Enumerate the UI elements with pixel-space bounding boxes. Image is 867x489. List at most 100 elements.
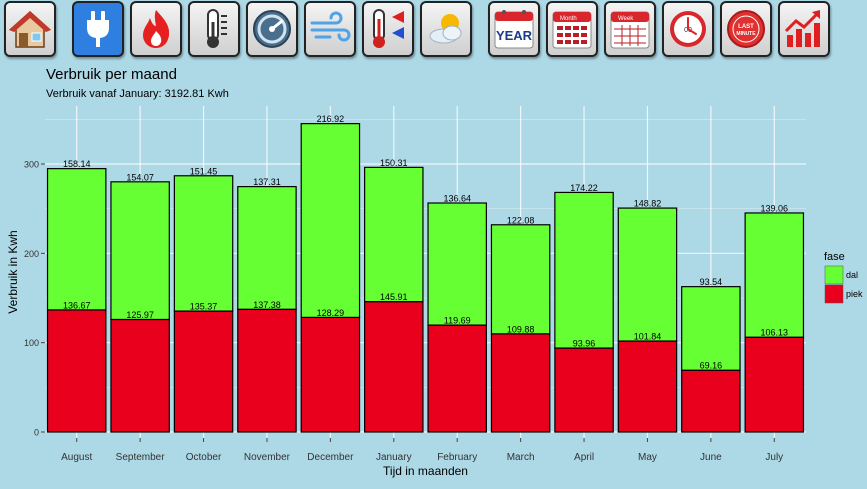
flame-icon — [143, 10, 170, 48]
svg-text:00: 00 — [684, 27, 692, 34]
data-label-piek: 135.37 — [190, 302, 218, 312]
calendar-week-icon: Week — [610, 11, 650, 49]
data-label-piek: 145.91 — [380, 292, 408, 302]
x-tick-label: June — [700, 452, 722, 463]
data-label-dal: 93.54 — [700, 277, 723, 287]
bar-piek — [681, 369, 741, 433]
thermometer-icon — [207, 9, 227, 48]
bar-dal — [490, 224, 551, 335]
gauge-icon — [253, 10, 291, 48]
y-tick-label: 100 — [24, 338, 39, 348]
data-label-piek: 106.13 — [761, 328, 789, 338]
bar-piek — [554, 347, 614, 433]
gas-button[interactable] — [130, 1, 182, 57]
data-label-dal: 148.82 — [634, 199, 662, 209]
bar-piek — [300, 316, 361, 433]
meter-button[interactable] — [246, 1, 298, 57]
data-label-dal: 151.45 — [190, 166, 218, 176]
day-button[interactable]: 00 — [662, 1, 714, 57]
bar-dal — [744, 212, 805, 338]
trend-button[interactable] — [778, 1, 830, 57]
x-tick-label: October — [186, 452, 222, 463]
x-tick-label: April — [574, 452, 594, 463]
svg-text:YEAR: YEAR — [496, 28, 533, 43]
data-label-piek: 137.38 — [253, 300, 281, 310]
data-label-piek: 136.67 — [63, 300, 91, 310]
bar-dal — [173, 175, 234, 312]
last-minute-icon: LAST MINUTE — [727, 10, 765, 48]
data-label-piek: 128.29 — [317, 308, 345, 318]
weather-button[interactable] — [420, 1, 472, 57]
toolbar: YEAR Month Week — [0, 0, 867, 64]
data-label-dal: 137.31 — [253, 177, 281, 187]
legend-label-dal: dal — [846, 270, 858, 280]
svg-text:MINUTE: MINUTE — [736, 31, 756, 37]
legend-label-piek: piek — [846, 289, 863, 299]
svg-text:LAST: LAST — [738, 24, 754, 30]
bar-piek — [427, 324, 487, 433]
wind-button[interactable] — [304, 1, 356, 57]
legend-title: fase — [824, 251, 845, 263]
x-tick-label: July — [765, 452, 783, 463]
bar-dal — [237, 186, 297, 310]
home-button[interactable] — [4, 1, 56, 57]
data-label-dal: 122.08 — [507, 215, 535, 225]
x-tick-label: December — [307, 452, 354, 463]
year-button[interactable]: YEAR — [488, 1, 540, 57]
x-tick-label: November — [244, 452, 291, 463]
y-tick-label: 300 — [24, 160, 39, 170]
calendar-month-icon: Month — [552, 11, 592, 49]
temperature-range-button[interactable] — [362, 1, 414, 57]
x-tick-label: August — [61, 452, 92, 463]
calendar-year-icon: YEAR — [494, 10, 534, 49]
week-button[interactable]: Week — [604, 1, 656, 57]
data-label-piek: 109.88 — [507, 324, 535, 334]
electricity-button[interactable] — [72, 1, 124, 57]
y-tick-label: 200 — [24, 249, 39, 259]
data-label-dal: 174.22 — [570, 183, 598, 193]
data-label-piek: 125.97 — [126, 310, 154, 320]
bar-dal — [46, 168, 107, 311]
data-label-piek: 69.16 — [700, 361, 723, 371]
legend-swatch-piek — [824, 284, 844, 304]
data-label-piek: 119.69 — [444, 316, 471, 326]
bar-piek — [490, 333, 551, 433]
data-label-dal: 136.64 — [443, 194, 471, 204]
data-label-dal: 216.92 — [317, 114, 345, 124]
bar-dal — [300, 123, 361, 318]
x-axis-title: Tijd in maanden — [383, 464, 468, 478]
x-tick-label: February — [437, 452, 477, 463]
month-button[interactable]: Month — [546, 1, 598, 57]
chart-subtitle: Verbruik vanaf January: 3192.81 Kwh — [46, 88, 229, 100]
bar-dal — [110, 181, 170, 321]
x-tick-label: May — [638, 452, 657, 463]
x-tick-label: September — [116, 452, 166, 463]
bar-dal — [681, 286, 741, 371]
temperature-button[interactable] — [188, 1, 240, 57]
svg-text:Week: Week — [618, 16, 634, 22]
data-label-dal: 150.31 — [380, 158, 408, 168]
bar-piek — [110, 318, 170, 433]
bar-dal — [427, 202, 487, 326]
bar-piek — [364, 301, 424, 433]
data-label-dal: 158.14 — [63, 159, 91, 169]
clock-icon: 00 — [670, 11, 706, 47]
bar-piek — [237, 308, 297, 433]
house-icon — [9, 10, 51, 48]
chart-title: Verbruik per maand — [46, 66, 177, 83]
bar-dal — [364, 166, 424, 303]
wind-icon — [310, 11, 351, 42]
bar-dal — [554, 191, 614, 349]
bar-piek — [617, 340, 678, 433]
data-label-piek: 101.84 — [634, 332, 662, 342]
x-tick-label: March — [507, 452, 535, 463]
svg-text:Month: Month — [560, 16, 577, 22]
thermometer-arrows-icon — [373, 9, 404, 48]
y-axis-title: Verbruik in Kwh — [6, 230, 20, 313]
sun-cloud-icon — [429, 14, 462, 44]
last-minute-button[interactable]: LAST MINUTE — [720, 1, 772, 57]
data-label-dal: 154.07 — [126, 172, 154, 182]
bar-dal — [617, 207, 678, 342]
legend-swatch-dal — [824, 265, 844, 285]
